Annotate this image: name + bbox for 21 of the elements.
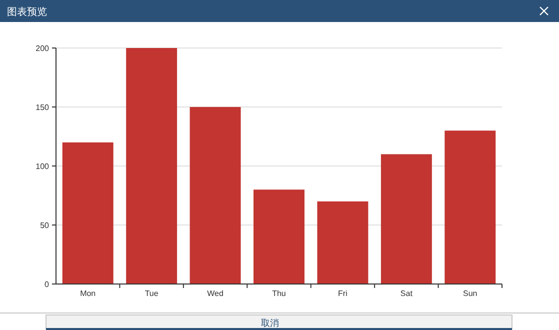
text: 取消 bbox=[261, 318, 279, 328]
bar bbox=[317, 201, 368, 284]
bar bbox=[444, 130, 496, 284]
x-tick-label: Sun bbox=[463, 289, 478, 298]
y-tick-label: 100 bbox=[36, 162, 50, 171]
bar bbox=[380, 154, 432, 284]
x-tick-label: Sat bbox=[400, 289, 414, 298]
bar bbox=[190, 107, 241, 284]
bar bbox=[126, 48, 178, 284]
x-tick-label: Fri bbox=[338, 289, 348, 298]
y-tick-label: 200 bbox=[36, 44, 50, 53]
y-tick-label: 150 bbox=[36, 103, 50, 112]
x-tick-label: Thu bbox=[272, 289, 286, 298]
bar bbox=[254, 190, 304, 284]
y-tick-label: 0 bbox=[44, 280, 50, 289]
x-tick-label: Tue bbox=[144, 289, 159, 298]
x-tick-label: Wed bbox=[207, 289, 224, 298]
bar bbox=[62, 142, 114, 284]
y-tick-label: 50 bbox=[40, 221, 50, 230]
x-tick-label: Mon bbox=[80, 289, 96, 298]
chart-title: 图表预览 bbox=[7, 6, 47, 18]
